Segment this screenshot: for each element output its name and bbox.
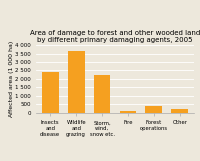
Bar (120, 111, 136, 113)
Bar (171, 109, 188, 113)
Bar (145, 106, 162, 113)
Bar (42, 72, 59, 113)
Bar (94, 75, 110, 113)
Bar (68, 51, 85, 113)
Title: Area of damage to forest and other wooded land
by different primary damaging age: Area of damage to forest and other woode… (30, 30, 200, 43)
Y-axis label: Affected area (1 000 ha): Affected area (1 000 ha) (9, 41, 14, 117)
